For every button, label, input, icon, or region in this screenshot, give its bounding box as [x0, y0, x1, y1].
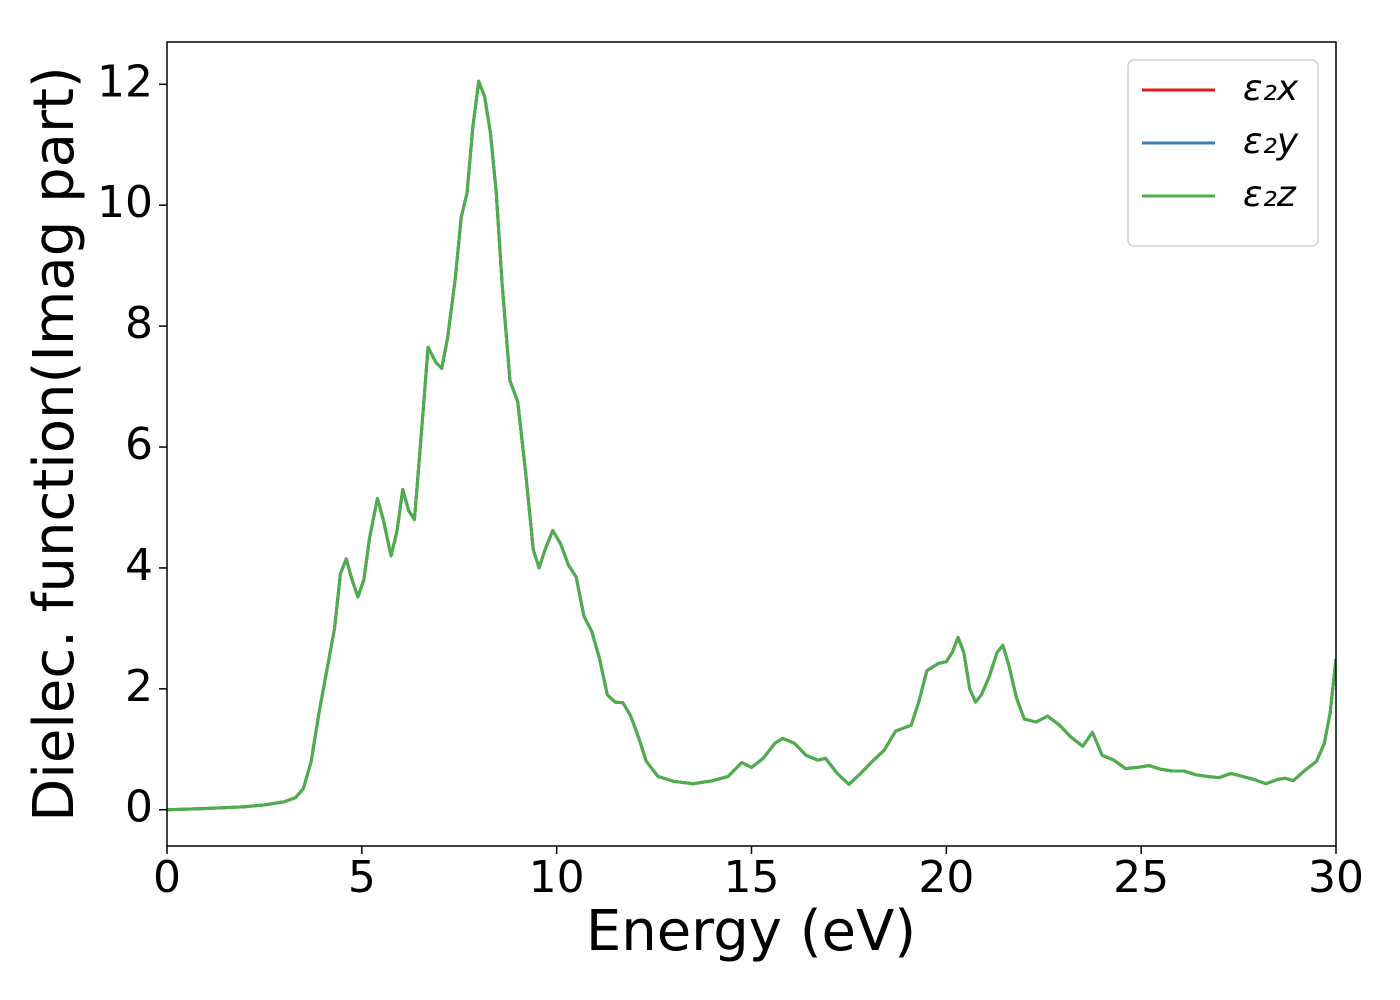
- y-tick-label: 10: [97, 177, 153, 228]
- x-tick-label: 10: [529, 852, 585, 903]
- x-tick-label: 5: [348, 852, 376, 903]
- x-axis-label: Energy (eV): [586, 899, 916, 964]
- x-tick-label: 20: [918, 852, 974, 903]
- legend-box: [1127, 59, 1319, 247]
- x-tick-label: 15: [724, 852, 780, 903]
- y-tick-label: 0: [125, 782, 153, 833]
- legend-label: ε₂z: [1243, 174, 1297, 215]
- y-tick-label: 12: [97, 56, 153, 107]
- y-tick-label: 2: [125, 661, 153, 712]
- x-tick-label: 0: [153, 852, 181, 903]
- plot-frame: [166, 41, 1337, 847]
- series-line: [167, 79, 1336, 812]
- y-tick-label: 4: [125, 540, 153, 591]
- legend-label: ε₂x: [1243, 68, 1299, 109]
- x-tick-label: 25: [1113, 852, 1169, 903]
- y-tick-label: 8: [125, 298, 153, 349]
- y-tick-label: 6: [125, 419, 153, 470]
- x-tick-label: 30: [1308, 852, 1364, 903]
- y-axis-label: Dielec. function(Imag part): [22, 66, 87, 822]
- legend-label: ε₂y: [1243, 121, 1299, 162]
